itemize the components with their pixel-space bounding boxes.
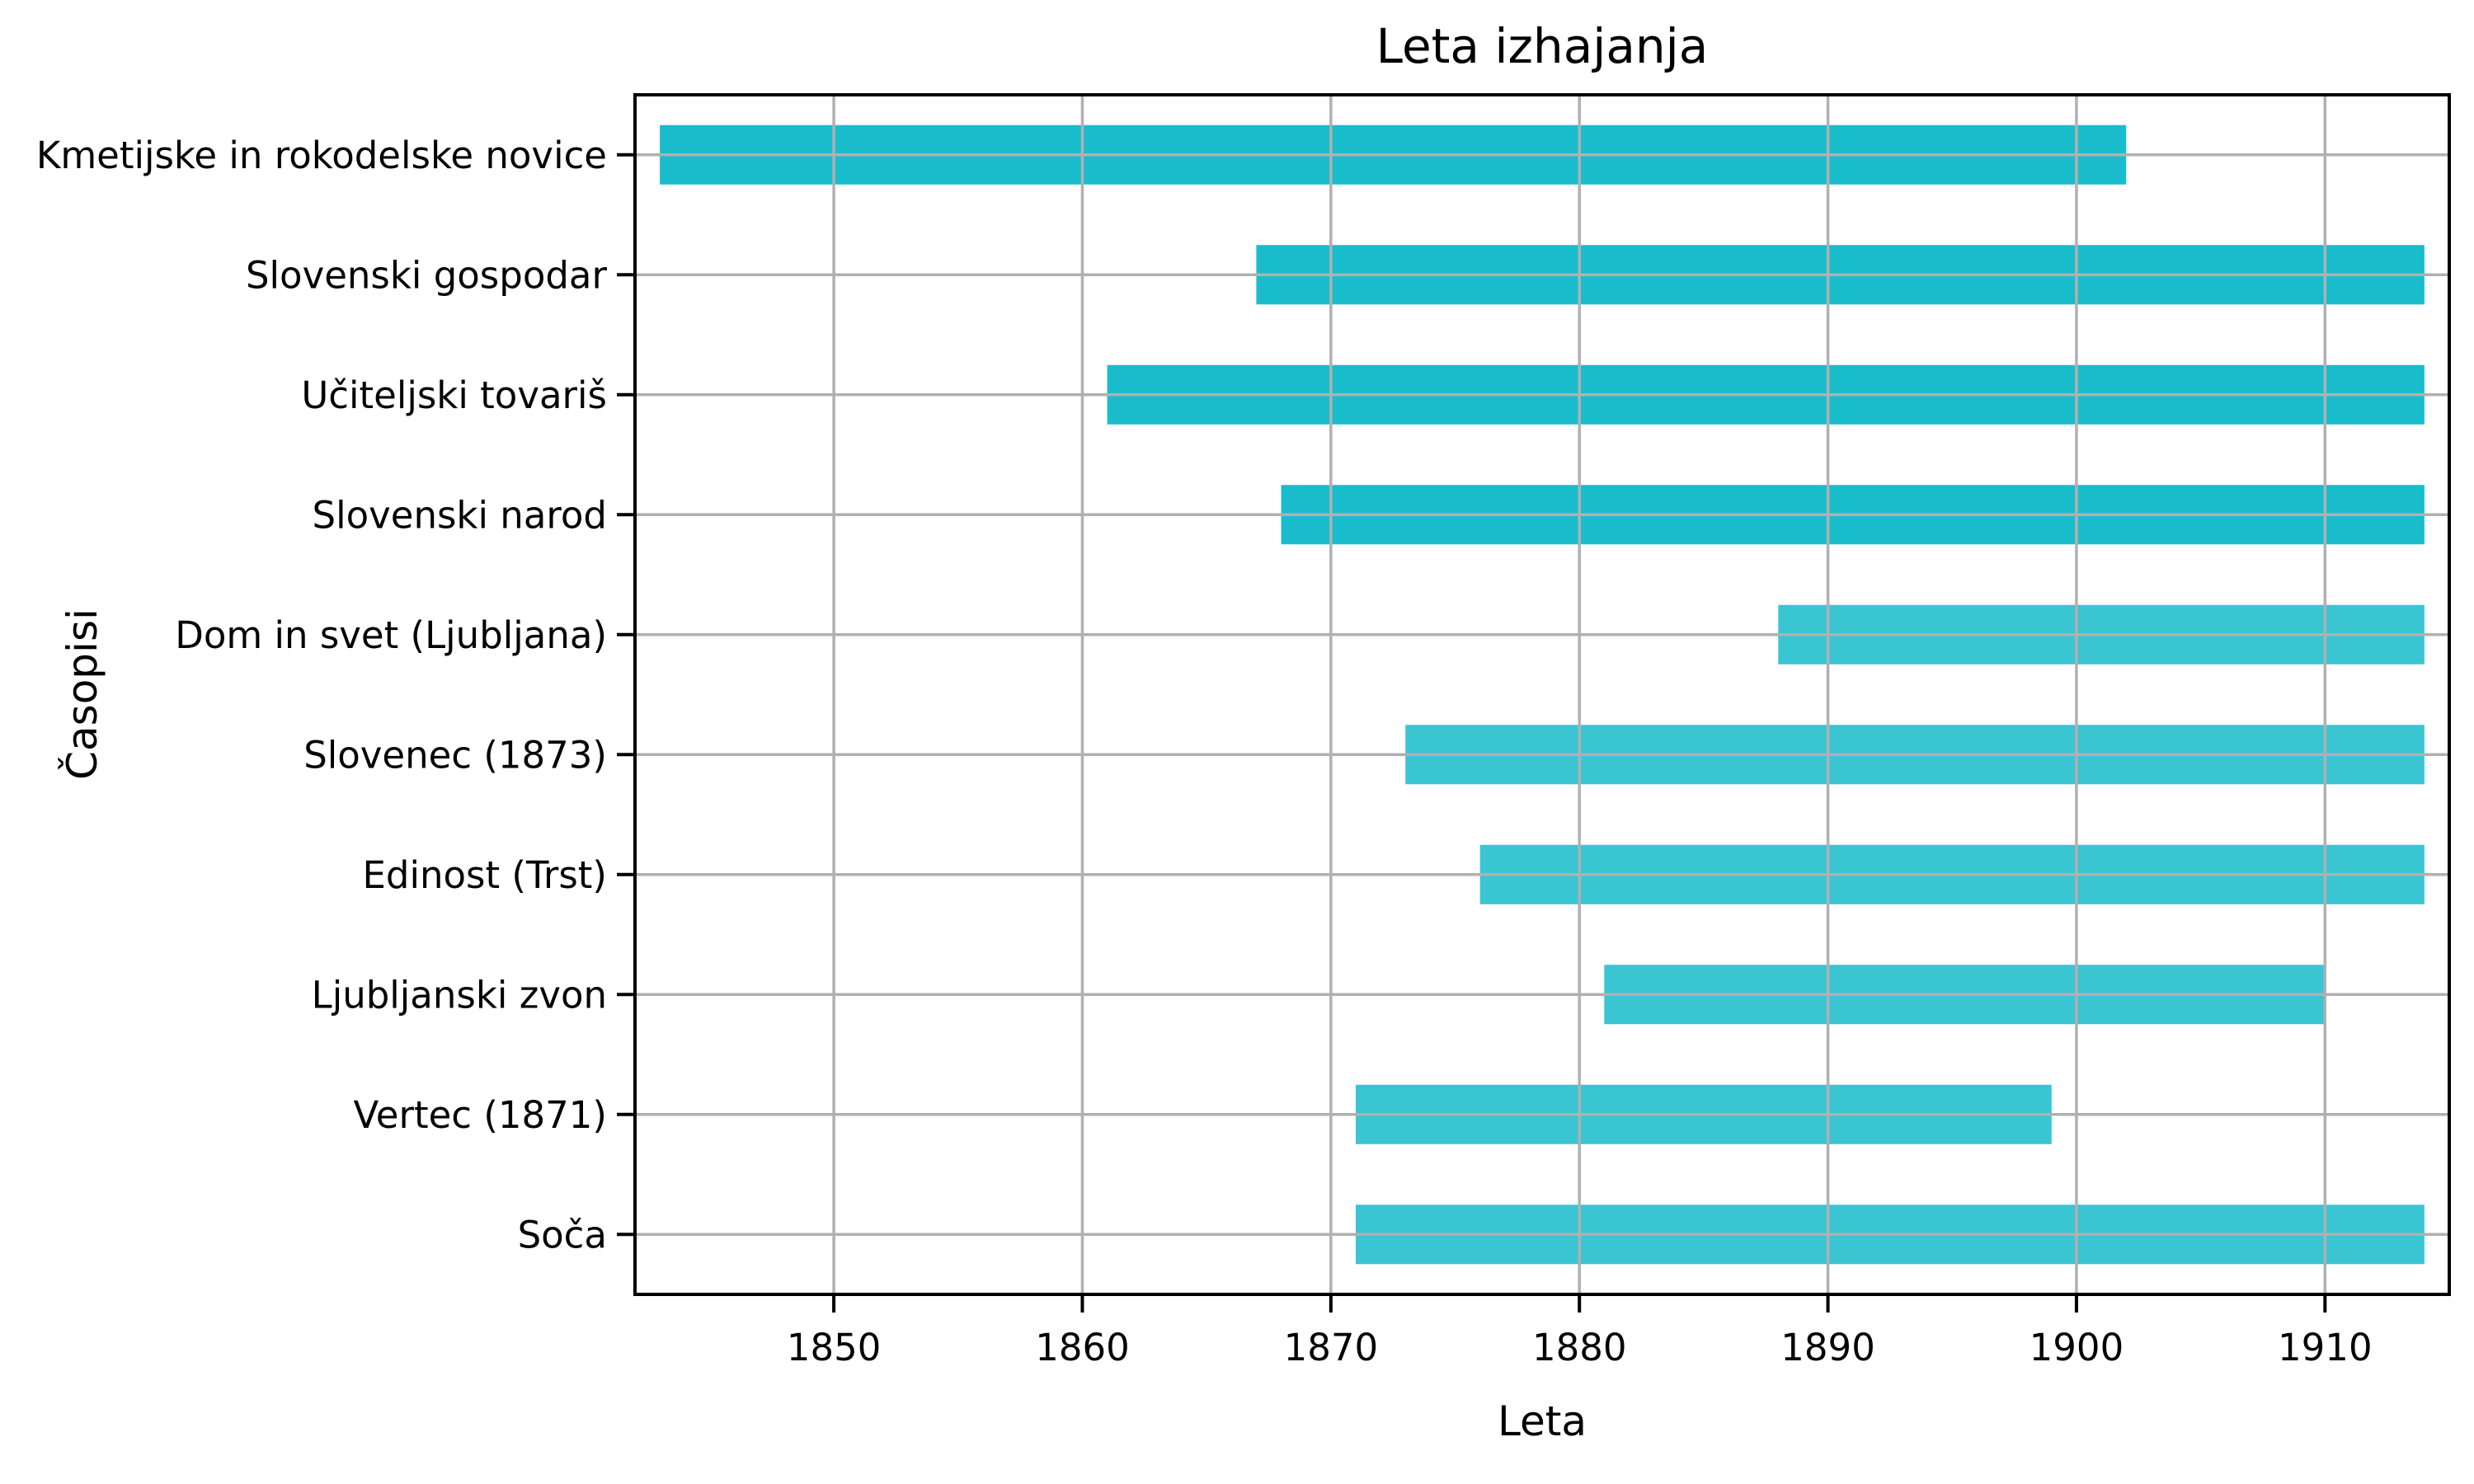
category-label: Slovenski narod [313, 493, 607, 537]
x-tick-label: 1860 [1035, 1326, 1130, 1369]
x-tick-label: 1880 [1532, 1326, 1627, 1369]
x-tick-label: 1910 [2278, 1326, 2373, 1369]
x-tick-label: 1900 [2030, 1326, 2124, 1369]
category-label: Slovenec (1873) [303, 733, 607, 777]
plot-border [633, 93, 2451, 1296]
x-tick-label: 1870 [1284, 1326, 1379, 1369]
category-label: Edinost (Trst) [362, 853, 607, 897]
x-tick-label: 1890 [1780, 1326, 1875, 1369]
category-label: Vertec (1871) [354, 1093, 608, 1137]
category-label: Kmetijske in rokodelske novice [36, 134, 607, 177]
category-label: Slovenski gospodar [246, 253, 608, 297]
x-tick-label: 1850 [787, 1326, 882, 1369]
x-axis-label: Leta [1498, 1397, 1587, 1445]
y-axis-label: Časopisi [59, 608, 106, 780]
category-label: Učiteljski tovariš [301, 373, 607, 417]
category-label: Soča [518, 1213, 607, 1256]
chart-title: Leta izhajanja [1376, 18, 1709, 74]
category-label: Ljubljanski zvon [312, 973, 607, 1017]
category-label: Dom in svet (Ljubljana) [175, 613, 607, 657]
